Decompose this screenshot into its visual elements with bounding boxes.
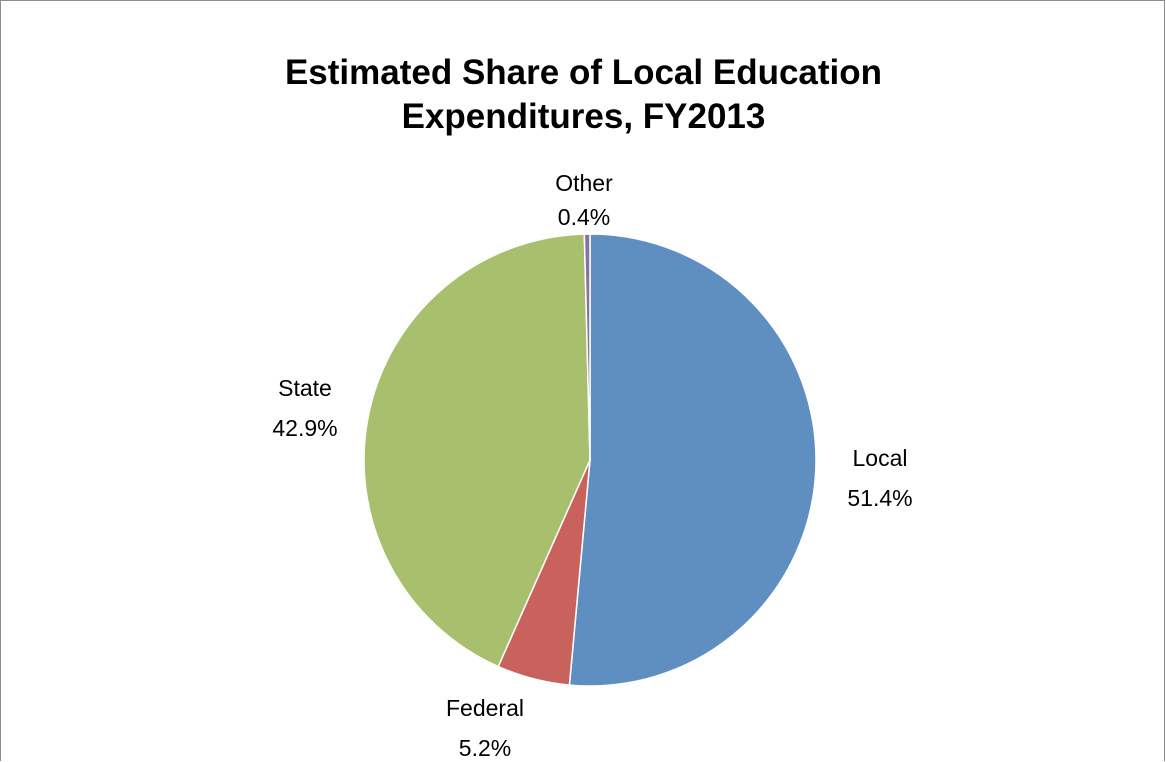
slice-label-name-other: Other <box>555 170 613 196</box>
slice-label-value-local: 51.4% <box>847 485 912 511</box>
chart-title: Estimated Share of Local Education Expen… <box>1 51 1166 139</box>
slice-labels: Local 51.4% Federal 5.2% State 42.9% Other 0.4% <box>272 170 912 761</box>
pie-slice-state <box>363 233 591 668</box>
slice-label-name-federal: Federal <box>446 695 524 721</box>
slice-label-name-state: State <box>278 375 332 401</box>
chart-title-line-1: Estimated Share of Local Education <box>284 53 883 92</box>
slice-label-value-state: 42.9% <box>272 415 337 441</box>
slice-label-name-local: Local <box>853 445 908 471</box>
pie-slice-local <box>568 233 817 687</box>
chart-title-line-2: Expenditures, FY2013 <box>401 97 766 136</box>
slice-label-value-other: 0.4% <box>558 204 610 230</box>
pie-slice-other <box>583 233 591 461</box>
pie-slices <box>363 233 817 687</box>
slice-label-value-federal: 5.2% <box>459 735 511 761</box>
